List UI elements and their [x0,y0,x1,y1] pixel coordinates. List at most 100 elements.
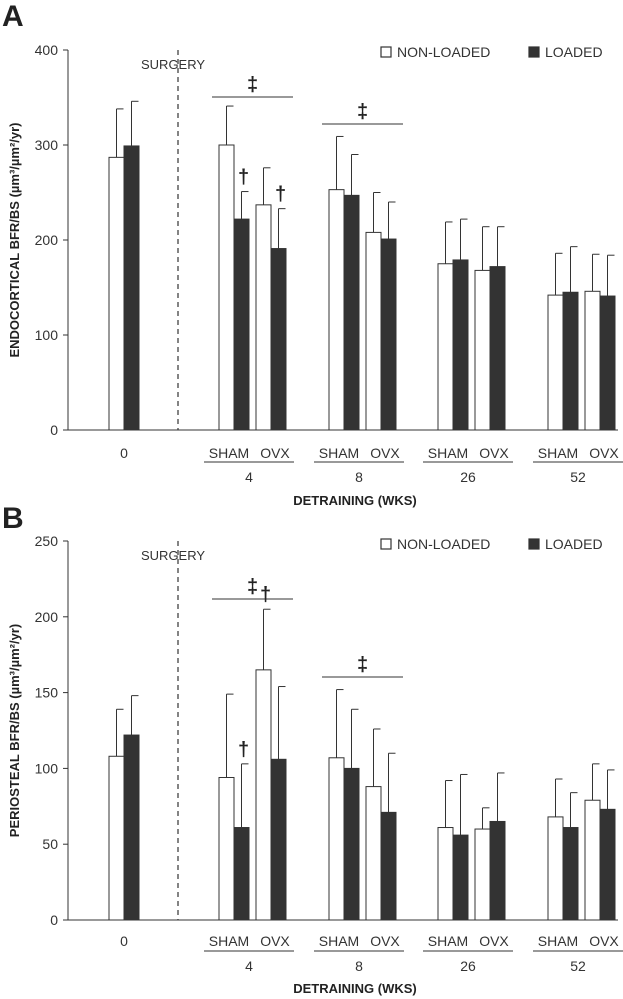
subgroup-label: SHAM [538,445,578,461]
bar-loaded [489,820,506,921]
bar-non-loaded [255,204,272,431]
y-tick-label: 0 [50,912,58,928]
legend-label-loaded: LOADED [545,536,603,552]
subgroup-label: OVX [479,933,509,949]
legend-label-non-loaded: NON-LOADED [397,536,490,552]
subgroup-label: OVX [260,445,290,461]
significance-dagger: † [238,739,249,761]
bar-non-loaded [474,269,491,431]
bar-non-loaded [255,669,272,921]
x-category-label: 8 [355,469,363,485]
bar-loaded [233,218,250,431]
bar-loaded [562,827,579,921]
subgroup-label: OVX [589,933,619,949]
bar-loaded [123,734,140,921]
significance-double-dagger: ‡ [247,74,258,96]
bar-loaded [599,295,616,431]
bar-loaded [343,767,360,921]
significance-dagger: † [260,584,271,606]
bar-non-loaded [474,828,491,921]
subgroup-label: OVX [260,933,290,949]
subgroup-label: SHAM [209,933,249,949]
bar-loaded [452,259,469,431]
panel-letter: B [2,502,24,535]
bar-non-loaded [584,799,601,921]
x-category-label: 8 [355,958,363,974]
subgroup-label: OVX [370,933,400,949]
x-category-label: 26 [460,958,476,974]
x-category-label: 26 [460,469,476,485]
significance-double-dagger: ‡ [247,576,258,598]
bar-loaded [489,266,506,431]
legend-swatch-non-loaded [380,46,392,58]
subgroup-label: OVX [589,445,619,461]
x-category-label: 0 [120,933,128,949]
y-tick-label: 100 [35,327,59,343]
bar-non-loaded [328,189,345,431]
subgroup-label: SHAM [428,445,468,461]
bar-non-loaded [218,144,235,431]
surgery-label: SURGERY [141,548,205,563]
bar-non-loaded [365,786,382,921]
chart-panel-b: B 0 50 100 150 200 250 PERIOSTEAL BFR/BS (µm³/µ… [2,502,623,996]
x-category-label: 4 [245,958,253,974]
bar-non-loaded [328,757,345,921]
bar-non-loaded [547,816,564,921]
y-axis-title: PERIOSTEAL BFR/BS (µm³/µm²/yr) [7,624,22,837]
subgroup-label: SHAM [319,933,359,949]
x-category-label: 52 [570,958,586,974]
legend-label-loaded: LOADED [545,44,603,60]
bar-non-loaded [547,294,564,431]
y-tick-label: 200 [35,609,59,625]
bar-non-loaded [218,776,235,921]
subgroup-label: SHAM [319,445,359,461]
legend-swatch-loaded [528,538,540,550]
significance-dagger: † [238,167,249,189]
bar-loaded [452,834,469,921]
chart-panel-a: A 0 100 200 300 400 ENDOCORTICAL BFR/BS (µm³/µ… [2,0,623,508]
subgroup-label: OVX [479,445,509,461]
subgroup-label: OVX [370,445,400,461]
y-tick-label: 400 [35,42,59,58]
y-axis-title: ENDOCORTICAL BFR/BS (µm³/µm²/yr) [7,122,22,357]
x-axis-title: DETRAINING (WKS) [293,981,417,996]
x-axis-title: DETRAINING (WKS) [293,493,417,508]
significance-dagger: † [275,184,286,206]
y-tick-label: 200 [35,232,59,248]
legend: NON-LOADED LOADED [380,44,603,60]
bar-non-loaded [365,231,382,431]
subgroup-label: SHAM [209,445,249,461]
y-tick-label: 300 [35,137,59,153]
legend-swatch-non-loaded [380,538,392,550]
legend-label-non-loaded: NON-LOADED [397,44,490,60]
bar-non-loaded [437,827,454,921]
bar-loaded [380,238,397,431]
bar-loaded [562,291,579,431]
significance-double-dagger: ‡ [357,654,368,676]
panel-letter: A [2,0,24,33]
y-tick-label: 150 [35,685,59,701]
bar-loaded [123,145,140,431]
y-tick-label: 50 [42,836,58,852]
y-tick-label: 0 [50,422,58,438]
legend-swatch-loaded [528,46,540,58]
subgroup-label: SHAM [428,933,468,949]
subgroup-label: SHAM [538,933,578,949]
x-category-label: 4 [245,469,253,485]
bar-loaded [599,808,616,921]
bar-non-loaded [584,290,601,431]
bar-non-loaded [108,156,125,431]
bar-loaded [270,758,287,921]
legend: NON-LOADED LOADED [380,536,603,552]
x-category-label: 52 [570,469,586,485]
y-tick-label: 250 [35,533,59,549]
x-category-label: 0 [120,445,128,461]
bar-non-loaded [437,263,454,431]
significance-double-dagger: ‡ [357,101,368,123]
surgery-label: SURGERY [141,57,205,72]
bar-loaded [343,194,360,431]
bar-non-loaded [108,755,125,921]
bar-loaded [380,811,397,921]
bar-loaded [233,827,250,921]
